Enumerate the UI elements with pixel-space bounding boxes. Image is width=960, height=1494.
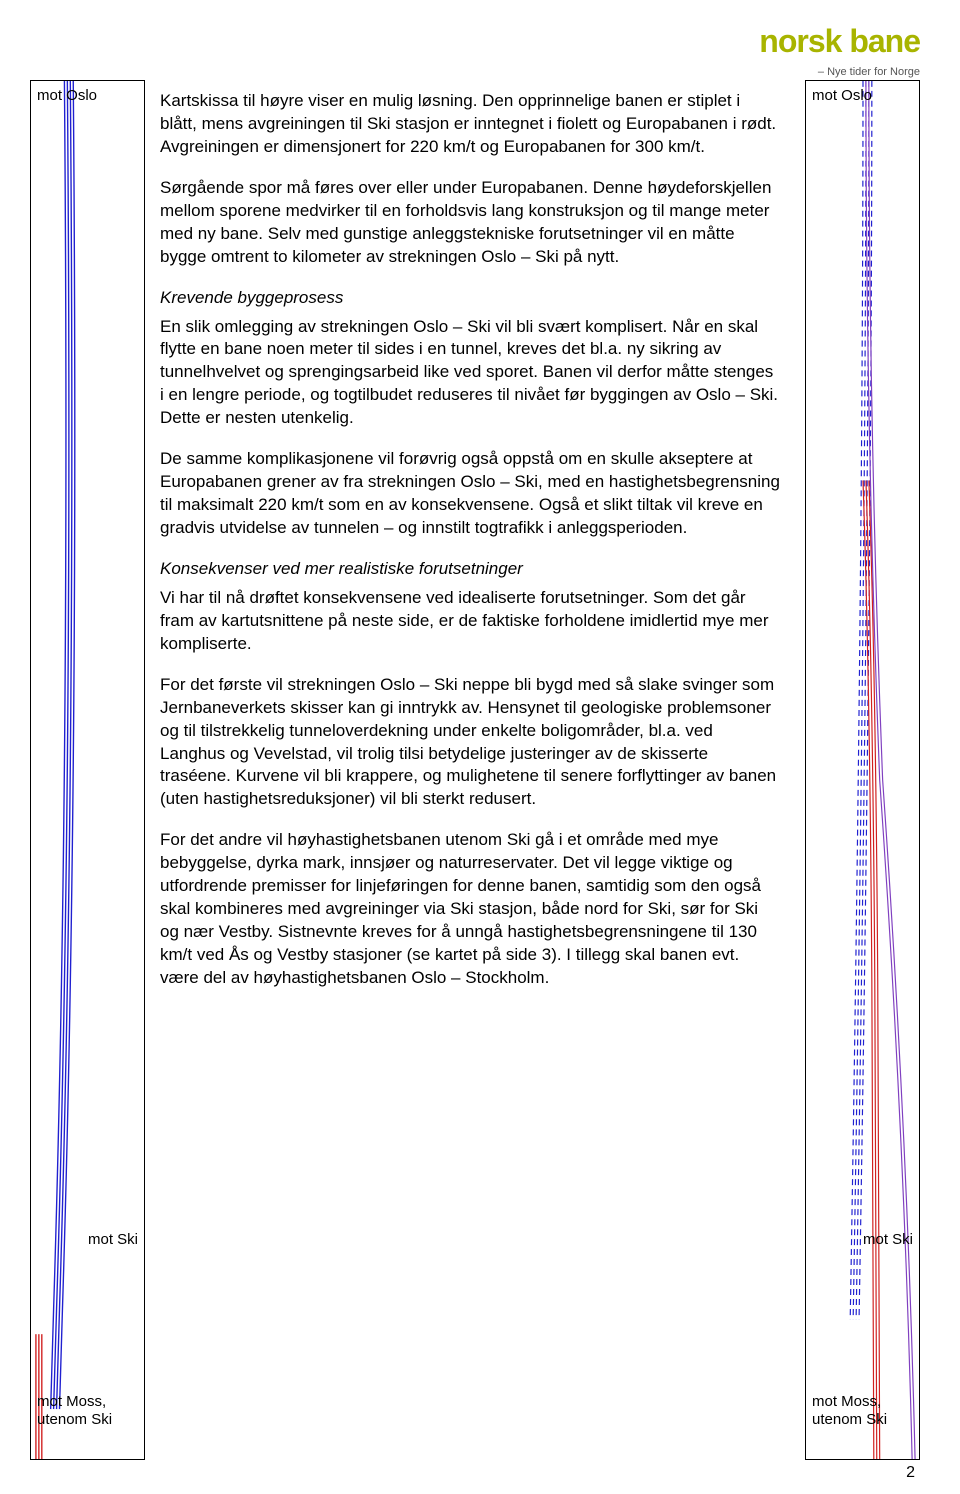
heading-2: Konsekvenser ved mer realistiske forutse…: [160, 558, 780, 581]
page-number: 2: [906, 1462, 915, 1484]
label-left-moss: mot Moss, utenom Ski: [37, 1393, 112, 1429]
logo-tagline: – Nye tider for Norge: [759, 65, 920, 80]
label-left-oslo: mot Oslo: [37, 87, 97, 105]
paragraph-3: En slik omlegging av strekningen Oslo – …: [160, 316, 780, 431]
content-column: Kartskissa til høyre viser en mulig løsn…: [160, 90, 780, 1008]
label-left-ski: mot Ski: [88, 1231, 138, 1249]
paragraph-6: For det første vil strekningen Oslo – Sk…: [160, 674, 780, 812]
label-right-ski: mot Ski: [863, 1231, 913, 1249]
logo: norsk bane – Nye tider for Norge: [759, 20, 920, 80]
heading-1: Krevende byggeprosess: [160, 287, 780, 310]
paragraph-2: Sørgående spor må føres over eller under…: [160, 177, 780, 269]
logo-text: norsk bane: [759, 20, 920, 63]
paragraph-5: Vi har til nå drøftet konsekvensene ved …: [160, 587, 780, 656]
paragraph-1: Kartskissa til høyre viser en mulig løsn…: [160, 90, 780, 159]
left-diagram: mot Oslo mot Ski mot Moss, utenom Ski: [30, 80, 145, 1460]
paragraph-4: De samme komplikasjonene vil forøvrig og…: [160, 448, 780, 540]
right-diagram: mot Oslo mot Ski mot Moss, utenom Ski: [805, 80, 920, 1460]
label-right-moss: mot Moss, utenom Ski: [812, 1393, 887, 1429]
right-diagram-svg: [806, 81, 919, 1459]
label-right-oslo: mot Oslo: [812, 87, 872, 105]
left-diagram-svg: [31, 81, 144, 1459]
paragraph-7: For det andre vil høyhastighetsbanen ute…: [160, 829, 780, 990]
